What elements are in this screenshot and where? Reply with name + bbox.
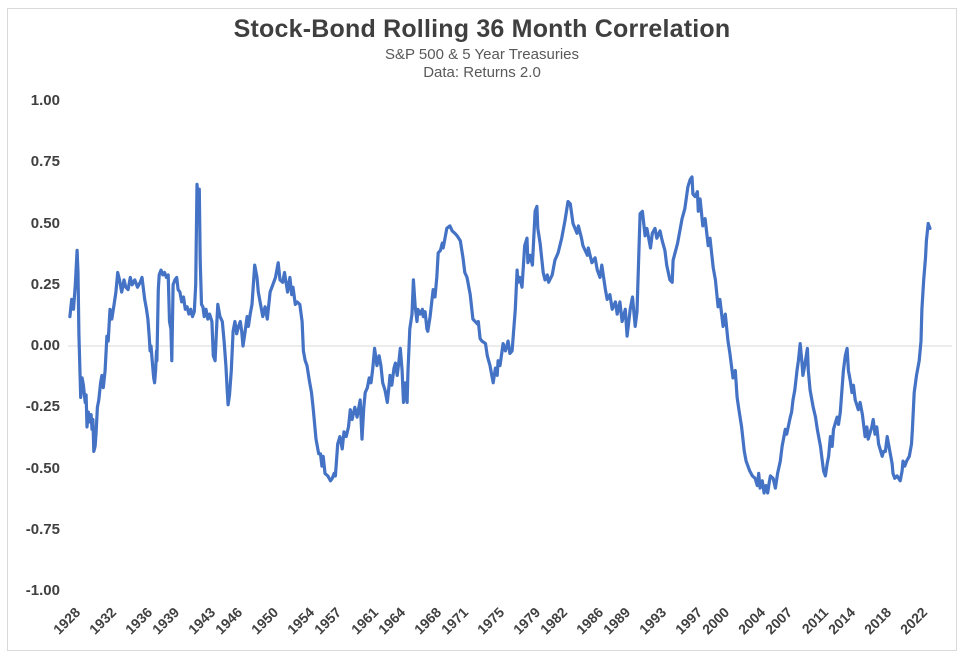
y-tick-label: 0.00 bbox=[30, 337, 60, 354]
chart-subtitle: S&P 500 & 5 Year Treasuries bbox=[384, 46, 580, 63]
y-tick-label: -0.25 bbox=[25, 398, 60, 416]
y-tick-label: -0.75 bbox=[25, 520, 60, 538]
y-tick-label: -0.50 bbox=[25, 459, 60, 477]
chart-data-source: Data: Returns 2.0 bbox=[423, 64, 541, 81]
y-tick-label: 0.25 bbox=[30, 275, 60, 293]
y-tick-label: 0.50 bbox=[30, 214, 60, 232]
y-tick-label: 1.00 bbox=[30, 92, 60, 109]
chart-title: Stock-Bond Rolling 36 Month Correlation bbox=[233, 15, 731, 43]
y-tick-label: 0.75 bbox=[30, 153, 60, 171]
correlation-line bbox=[68, 175, 932, 495]
y-tick-label: -1.00 bbox=[25, 582, 60, 599]
